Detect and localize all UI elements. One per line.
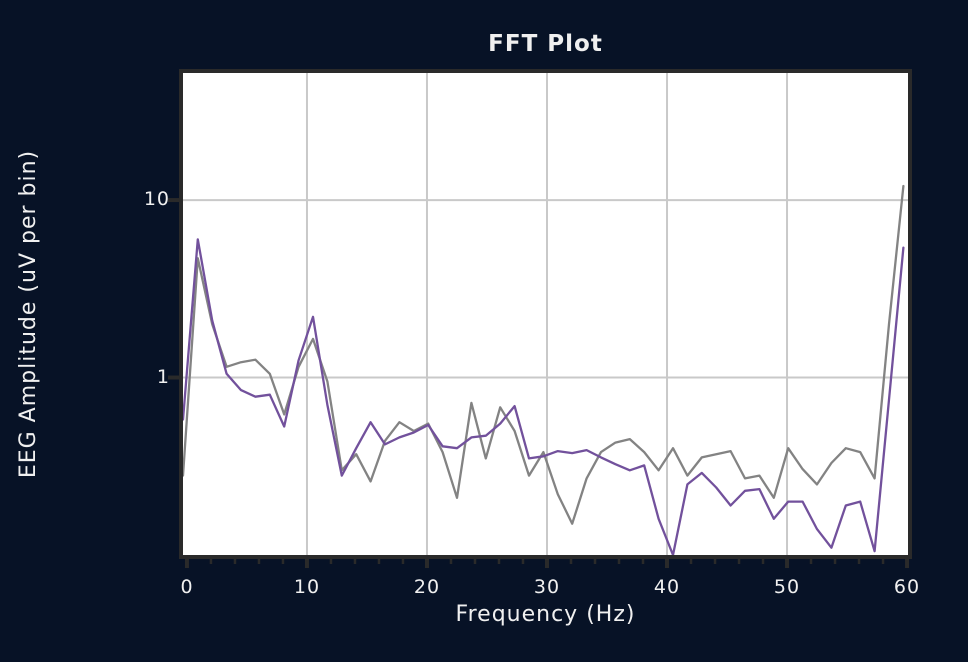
x-axis-label: Frequency (Hz) <box>455 602 636 627</box>
x-tick-label-30: 30 <box>533 576 561 598</box>
x-tick-label-10: 10 <box>293 576 321 598</box>
y-tick-label-1: 1 <box>156 366 170 388</box>
x-tick-label-50: 50 <box>773 576 801 598</box>
chart-title: FFT Plot <box>488 31 603 57</box>
x-tick-label-60: 60 <box>893 576 921 598</box>
plot-area <box>183 73 908 555</box>
y-axis-label: EEG Amplitude (uV per bin) <box>16 149 41 479</box>
series-line-1 <box>181 184 905 525</box>
x-tick-label-40: 40 <box>653 576 681 598</box>
x-tick-label-0: 0 <box>180 576 194 598</box>
y-tick-label-10: 10 <box>143 188 170 210</box>
x-tick-label-20: 20 <box>413 576 441 598</box>
series-line-2 <box>181 238 905 557</box>
